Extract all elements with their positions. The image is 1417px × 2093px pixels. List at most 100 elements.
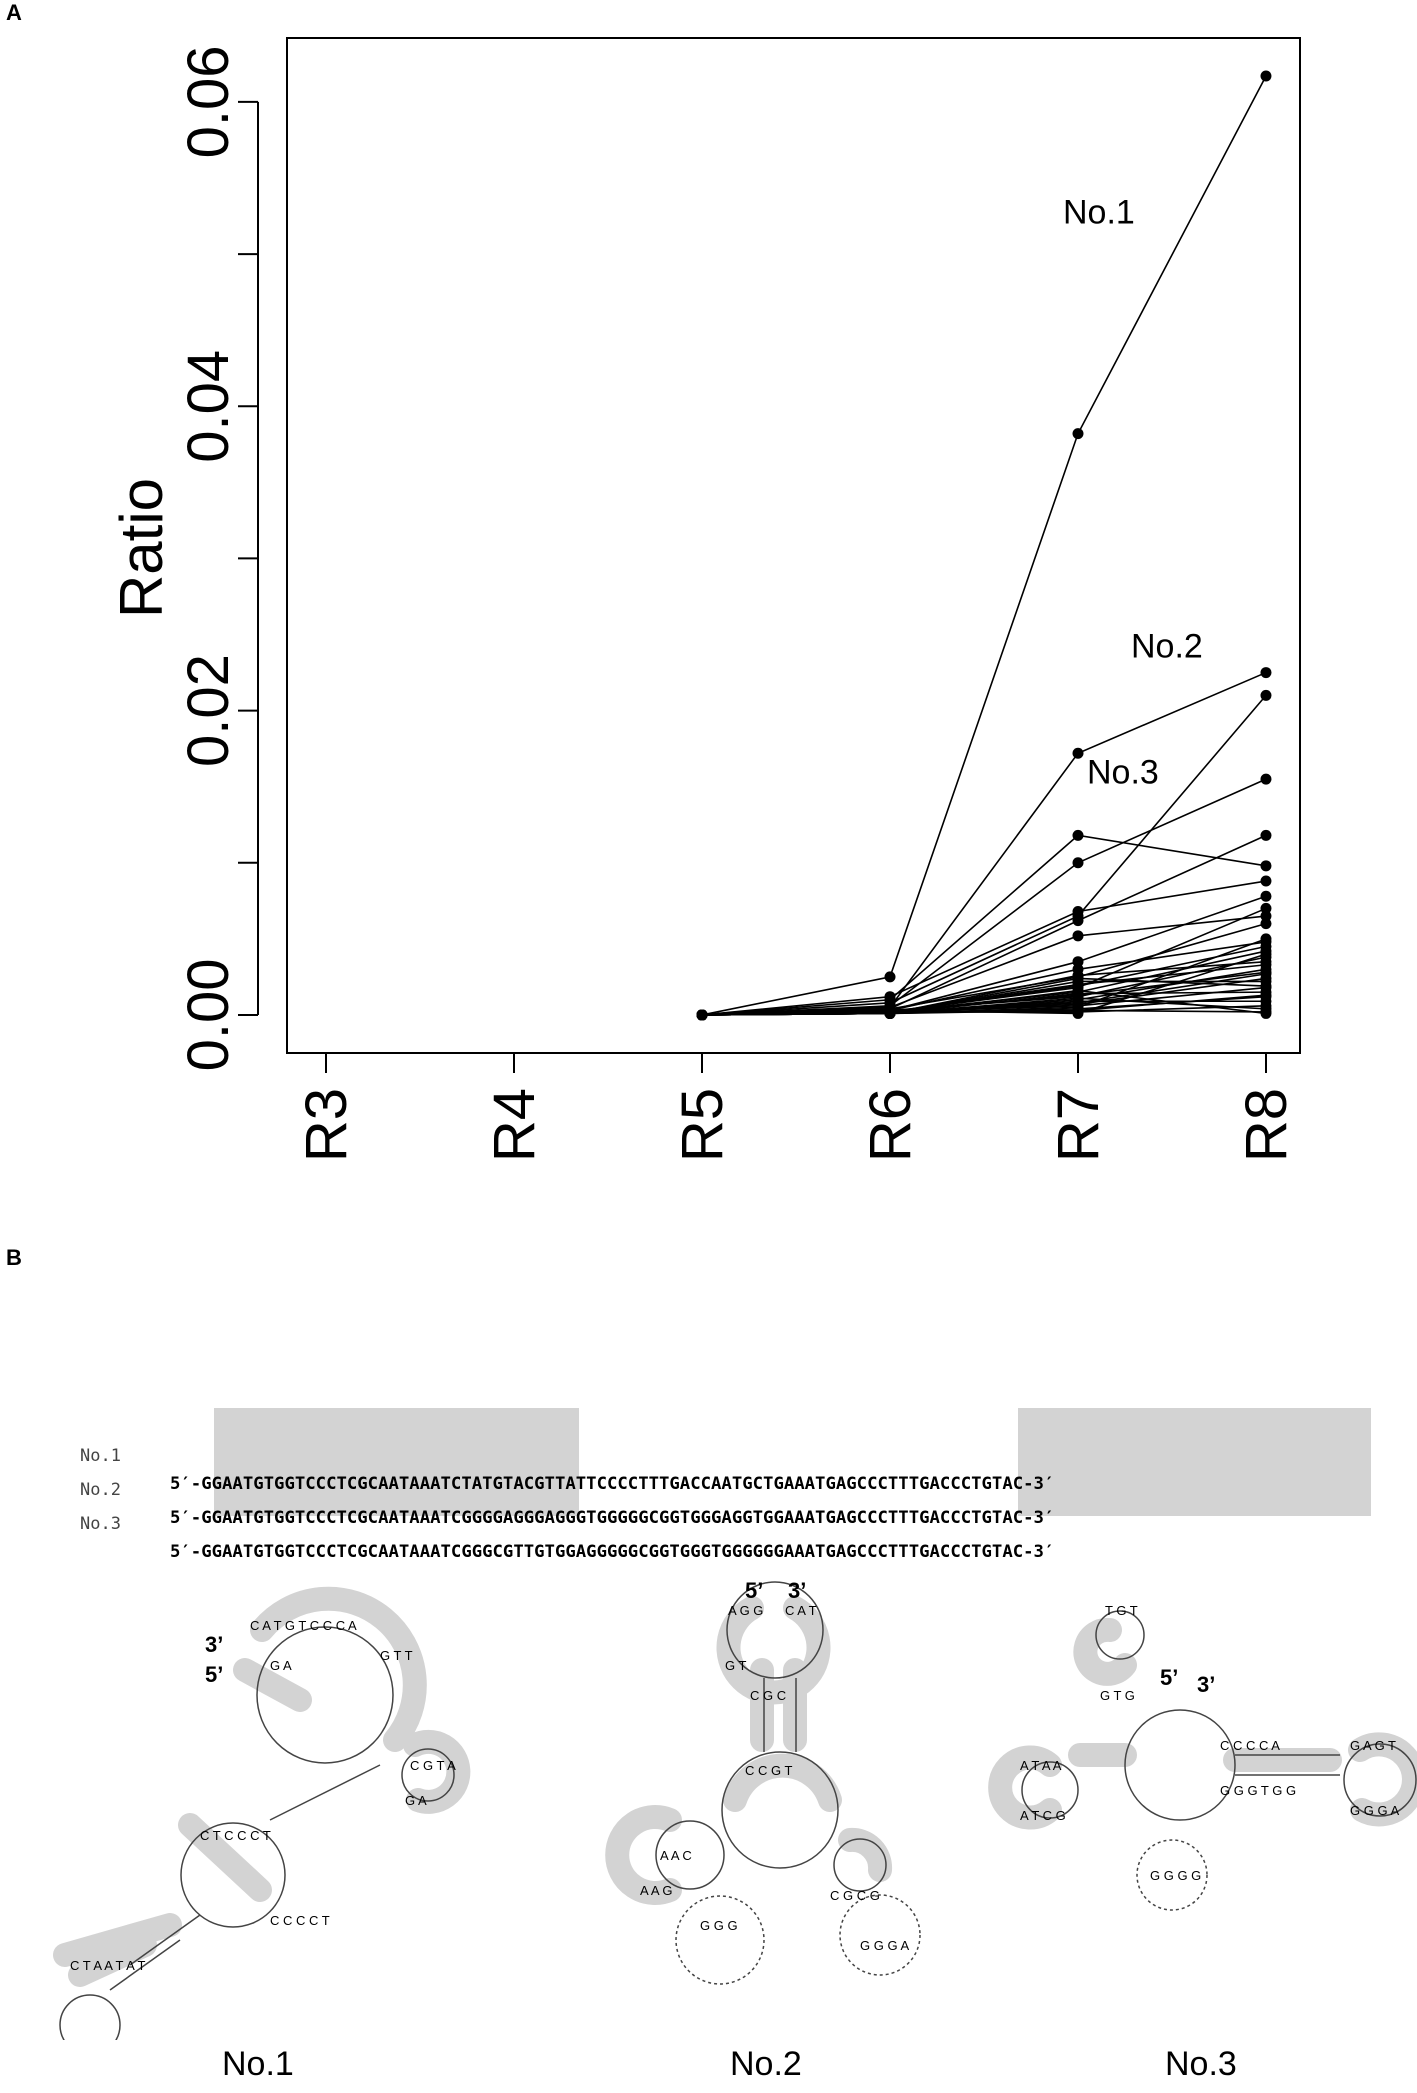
data-point <box>1072 857 1084 869</box>
data-point <box>1072 956 1084 968</box>
structure-no3-5prime-label: 5’ <box>1160 1665 1178 1690</box>
sequence-text: 5′-GGAATGTGGTCCCTCGCAATAAATCGGGGAGGGAGGG… <box>170 1508 1055 1528</box>
svg-text:G A G T: G A G T <box>1350 1738 1396 1753</box>
data-point <box>884 971 896 983</box>
sequence-name: No.2 <box>80 1480 121 1500</box>
data-point <box>1260 933 1272 945</box>
structure-no1-3prime-label: 3’ <box>205 1632 223 1657</box>
x-tick-label: R8 <box>1234 1088 1299 1162</box>
data-point <box>1260 948 1272 960</box>
sequence-name: No.3 <box>80 1514 121 1534</box>
y-axis: 0.00 0.02 0.04 0.06 <box>176 45 259 1072</box>
data-point <box>1260 956 1272 968</box>
panel-b-letter: B <box>6 1245 22 1270</box>
structure-no1-label: No.1 <box>222 2045 294 2083</box>
data-point <box>1072 1004 1084 1016</box>
svg-text:A A G: A A G <box>640 1883 673 1898</box>
x-tick-label: R7 <box>1046 1088 1111 1162</box>
ratio-line-chart: Ratio 0.00 0.02 0.04 0.06 R3 R4 R5 R6 R7 R8 No.1… <box>108 37 1301 1162</box>
data-point <box>1260 1007 1272 1019</box>
series-lines <box>701 75 1267 1016</box>
structure-no2-diagram: A G G C A T G T C G C C C G T A A C A A … <box>605 1578 921 1985</box>
data-point <box>1072 829 1084 841</box>
svg-text:G T G: G T G <box>1100 1688 1135 1703</box>
svg-text:C A T G T C C C A: C A T G T C C C A <box>250 1618 357 1633</box>
data-point <box>1260 980 1272 992</box>
svg-text:A A C: A A C <box>660 1848 692 1863</box>
x-tick-label: R3 <box>294 1088 359 1162</box>
data-point <box>1260 902 1272 914</box>
series-line <box>701 75 1267 1016</box>
data-point <box>1072 989 1084 1001</box>
data-point <box>1072 980 1084 992</box>
data-point <box>1072 930 1084 942</box>
y-tick-label: 0.02 <box>176 654 241 767</box>
sequence-row-3: No.3 5′-GGAATGTGGTCCCTCGCAATAAATCGGGCGTT… <box>80 1482 1054 1562</box>
series-line <box>701 880 1267 1016</box>
svg-text:C T A A T A T: C T A A T A T <box>70 1958 145 1973</box>
series-annotations: No.1 No.2 No.3 <box>1063 194 1203 792</box>
series-line <box>701 834 1267 1016</box>
svg-text:A T C G: A T C G <box>1020 1808 1066 1823</box>
x-tick-label: R4 <box>482 1088 547 1162</box>
svg-text:G G G: G G G <box>700 1918 738 1933</box>
structure-no3-3prime-label: 3’ <box>1197 1672 1215 1697</box>
svg-text:T G T: T G T <box>1105 1603 1138 1618</box>
y-tick-label: 0.04 <box>176 350 241 463</box>
data-point <box>1260 70 1272 82</box>
data-point <box>1260 966 1272 978</box>
svg-text:G T T: G T T <box>380 1648 413 1663</box>
y-tick-label: 0.00 <box>176 959 241 1072</box>
data-point <box>1260 940 1272 952</box>
svg-text:G G G A: G G G A <box>860 1938 909 1953</box>
x-axis: R3 R4 R5 R6 R7 R8 <box>294 1052 1299 1162</box>
sequence-text: 5′-GGAATGTGGTCCCTCGCAATAAATCGGGCGTTGTGGA… <box>170 1542 1055 1562</box>
data-point <box>1260 689 1272 701</box>
svg-text:C G C G: C G C G <box>830 1888 880 1903</box>
svg-text:C A T: C A T <box>785 1603 817 1618</box>
data-point <box>1260 890 1272 902</box>
structure-no1-diagram: C A T G T C C C A G T T G A C G T A G A … <box>53 1586 471 2040</box>
series-points <box>696 70 1272 1021</box>
series-line <box>701 694 1267 1016</box>
structure-no1-5prime-label: 5’ <box>205 1662 223 1687</box>
structure-no3-diagram: T G T G T G A T A A A T C G C C C C A G … <box>988 1603 1417 1911</box>
data-point <box>1260 773 1272 785</box>
svg-text:C C C C A: C C C C A <box>1220 1738 1280 1753</box>
y-axis-label: Ratio <box>108 478 175 618</box>
primer-3-shading <box>1018 1408 1371 1516</box>
y-tick-label: 0.06 <box>176 45 241 158</box>
svg-text:G A: G A <box>405 1793 427 1808</box>
data-point <box>884 991 896 1003</box>
data-point <box>1260 860 1272 872</box>
svg-text:G A: G A <box>270 1658 292 1673</box>
svg-text:G G G G: G G G G <box>1150 1868 1201 1883</box>
svg-text:A G G: A G G <box>728 1603 763 1618</box>
data-point <box>1072 972 1084 984</box>
x-tick-label: R6 <box>858 1088 923 1162</box>
svg-text:G G G T G G: G G G T G G <box>1220 1783 1296 1798</box>
data-point <box>1260 918 1272 930</box>
sequence-row-2: No.2 5′-GGAATGTGGTCCCTCGCAATAAATCGGGGAGG… <box>80 1448 1054 1528</box>
data-point <box>884 1006 896 1018</box>
data-point <box>1072 747 1084 759</box>
svg-text:A T A A: A T A A <box>1020 1758 1062 1773</box>
data-point <box>1072 905 1084 917</box>
series-annotation-label: No.1 <box>1063 194 1135 232</box>
primer-5-shading <box>214 1408 579 1516</box>
data-point <box>1260 910 1272 922</box>
svg-text:G T: G T <box>725 1658 746 1673</box>
data-point <box>1260 875 1272 887</box>
secondary-structures: C A T G T C C C A G T T G A C G T A G A … <box>53 1578 1417 2040</box>
series-line <box>701 994 1267 1016</box>
svg-text:G G G A: G G G A <box>1350 1803 1399 1818</box>
x-tick-label: R5 <box>670 1088 735 1162</box>
sequence-alignment: No.1 5′-GGAATGTGGTCCCTCGCAATAAATCTATGTAC… <box>80 1408 1410 1568</box>
series-annotation-label: No.2 <box>1131 627 1203 665</box>
sequence-name: No.1 <box>80 1446 121 1466</box>
sequence-text: 5′-GGAATGTGGTCCCTCGCAATAAATCTATGTACGTTAT… <box>170 1474 1055 1494</box>
structure-no2-5prime-label: 5’ <box>745 1578 763 1603</box>
series-annotation-label: No.3 <box>1087 754 1159 792</box>
panel-a-letter: A <box>6 0 22 25</box>
svg-text:C T C C C T: C T C C C T <box>200 1828 271 1843</box>
